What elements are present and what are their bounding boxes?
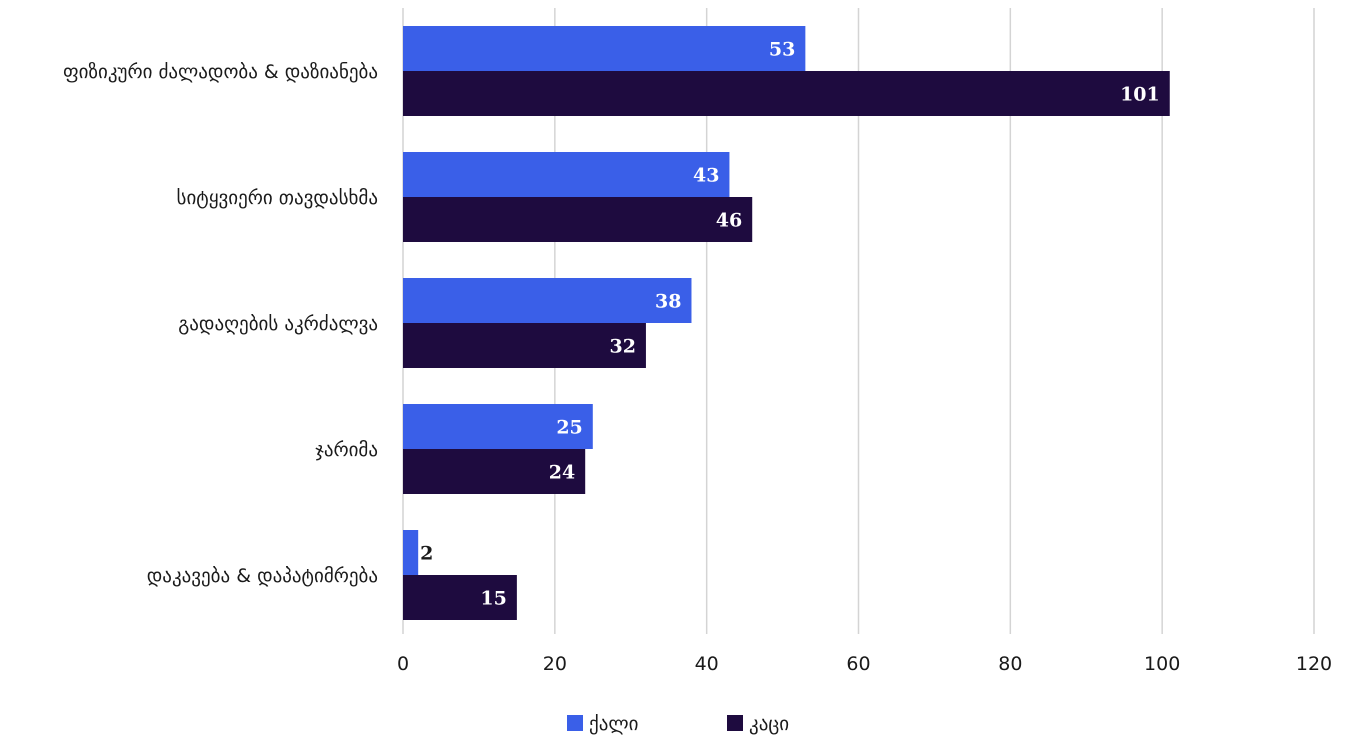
- bar-female: [403, 152, 730, 197]
- x-tick-label: 0: [397, 653, 409, 675]
- bar-male: [403, 323, 646, 368]
- x-tick-label: 40: [695, 653, 719, 675]
- data-label: 38: [655, 291, 681, 313]
- data-label: 32: [609, 336, 635, 358]
- data-label: 46: [716, 210, 742, 232]
- category-labels: ფიზიკური ძალადობა & დაზიანება სიტყვიერი თ…: [63, 61, 378, 587]
- data-label: 43: [693, 165, 719, 187]
- data-label: 25: [556, 417, 582, 439]
- x-axis-tick-labels: 0 20 40 60 80 100 120: [397, 653, 1332, 675]
- bar-male: [403, 449, 586, 494]
- legend-label: კაცი: [749, 713, 789, 735]
- data-label: 15: [480, 588, 506, 610]
- data-label: 24: [549, 462, 575, 484]
- x-tick-label: 100: [1144, 653, 1180, 675]
- bar-female: [403, 530, 419, 575]
- x-tick-label: 20: [543, 653, 567, 675]
- x-tick-label: 120: [1296, 653, 1332, 675]
- data-label: 101: [1120, 84, 1160, 106]
- category-label: ფიზიკური ძალადობა & დაზიანება: [63, 61, 378, 83]
- legend-swatch: [727, 715, 743, 731]
- bar-female: [403, 404, 593, 449]
- category-label: სიტყვიერი თავდასხმა: [177, 187, 378, 209]
- legend-label: ქალი: [589, 713, 638, 735]
- category-label: გადაღების აკრძალვა: [178, 313, 378, 335]
- bar-male: [403, 575, 517, 620]
- legend: ქალი კაცი: [567, 713, 789, 735]
- bar-male: [403, 197, 753, 242]
- data-label: 53: [769, 39, 795, 61]
- legend-swatch: [567, 715, 583, 731]
- data-labels: 53 101 43 46 38 32 25 24 2 15: [420, 39, 1160, 610]
- bars: [403, 26, 1170, 620]
- bar-female: [403, 278, 692, 323]
- x-tick-label: 60: [846, 653, 870, 675]
- category-label: ჯარიმა: [315, 439, 378, 461]
- bar-male: [403, 71, 1170, 116]
- x-tick-label: 80: [998, 653, 1022, 675]
- category-label: დაკავება & დაპატიმრება: [147, 565, 378, 587]
- data-label: 2: [420, 543, 433, 565]
- bar-female: [403, 26, 806, 71]
